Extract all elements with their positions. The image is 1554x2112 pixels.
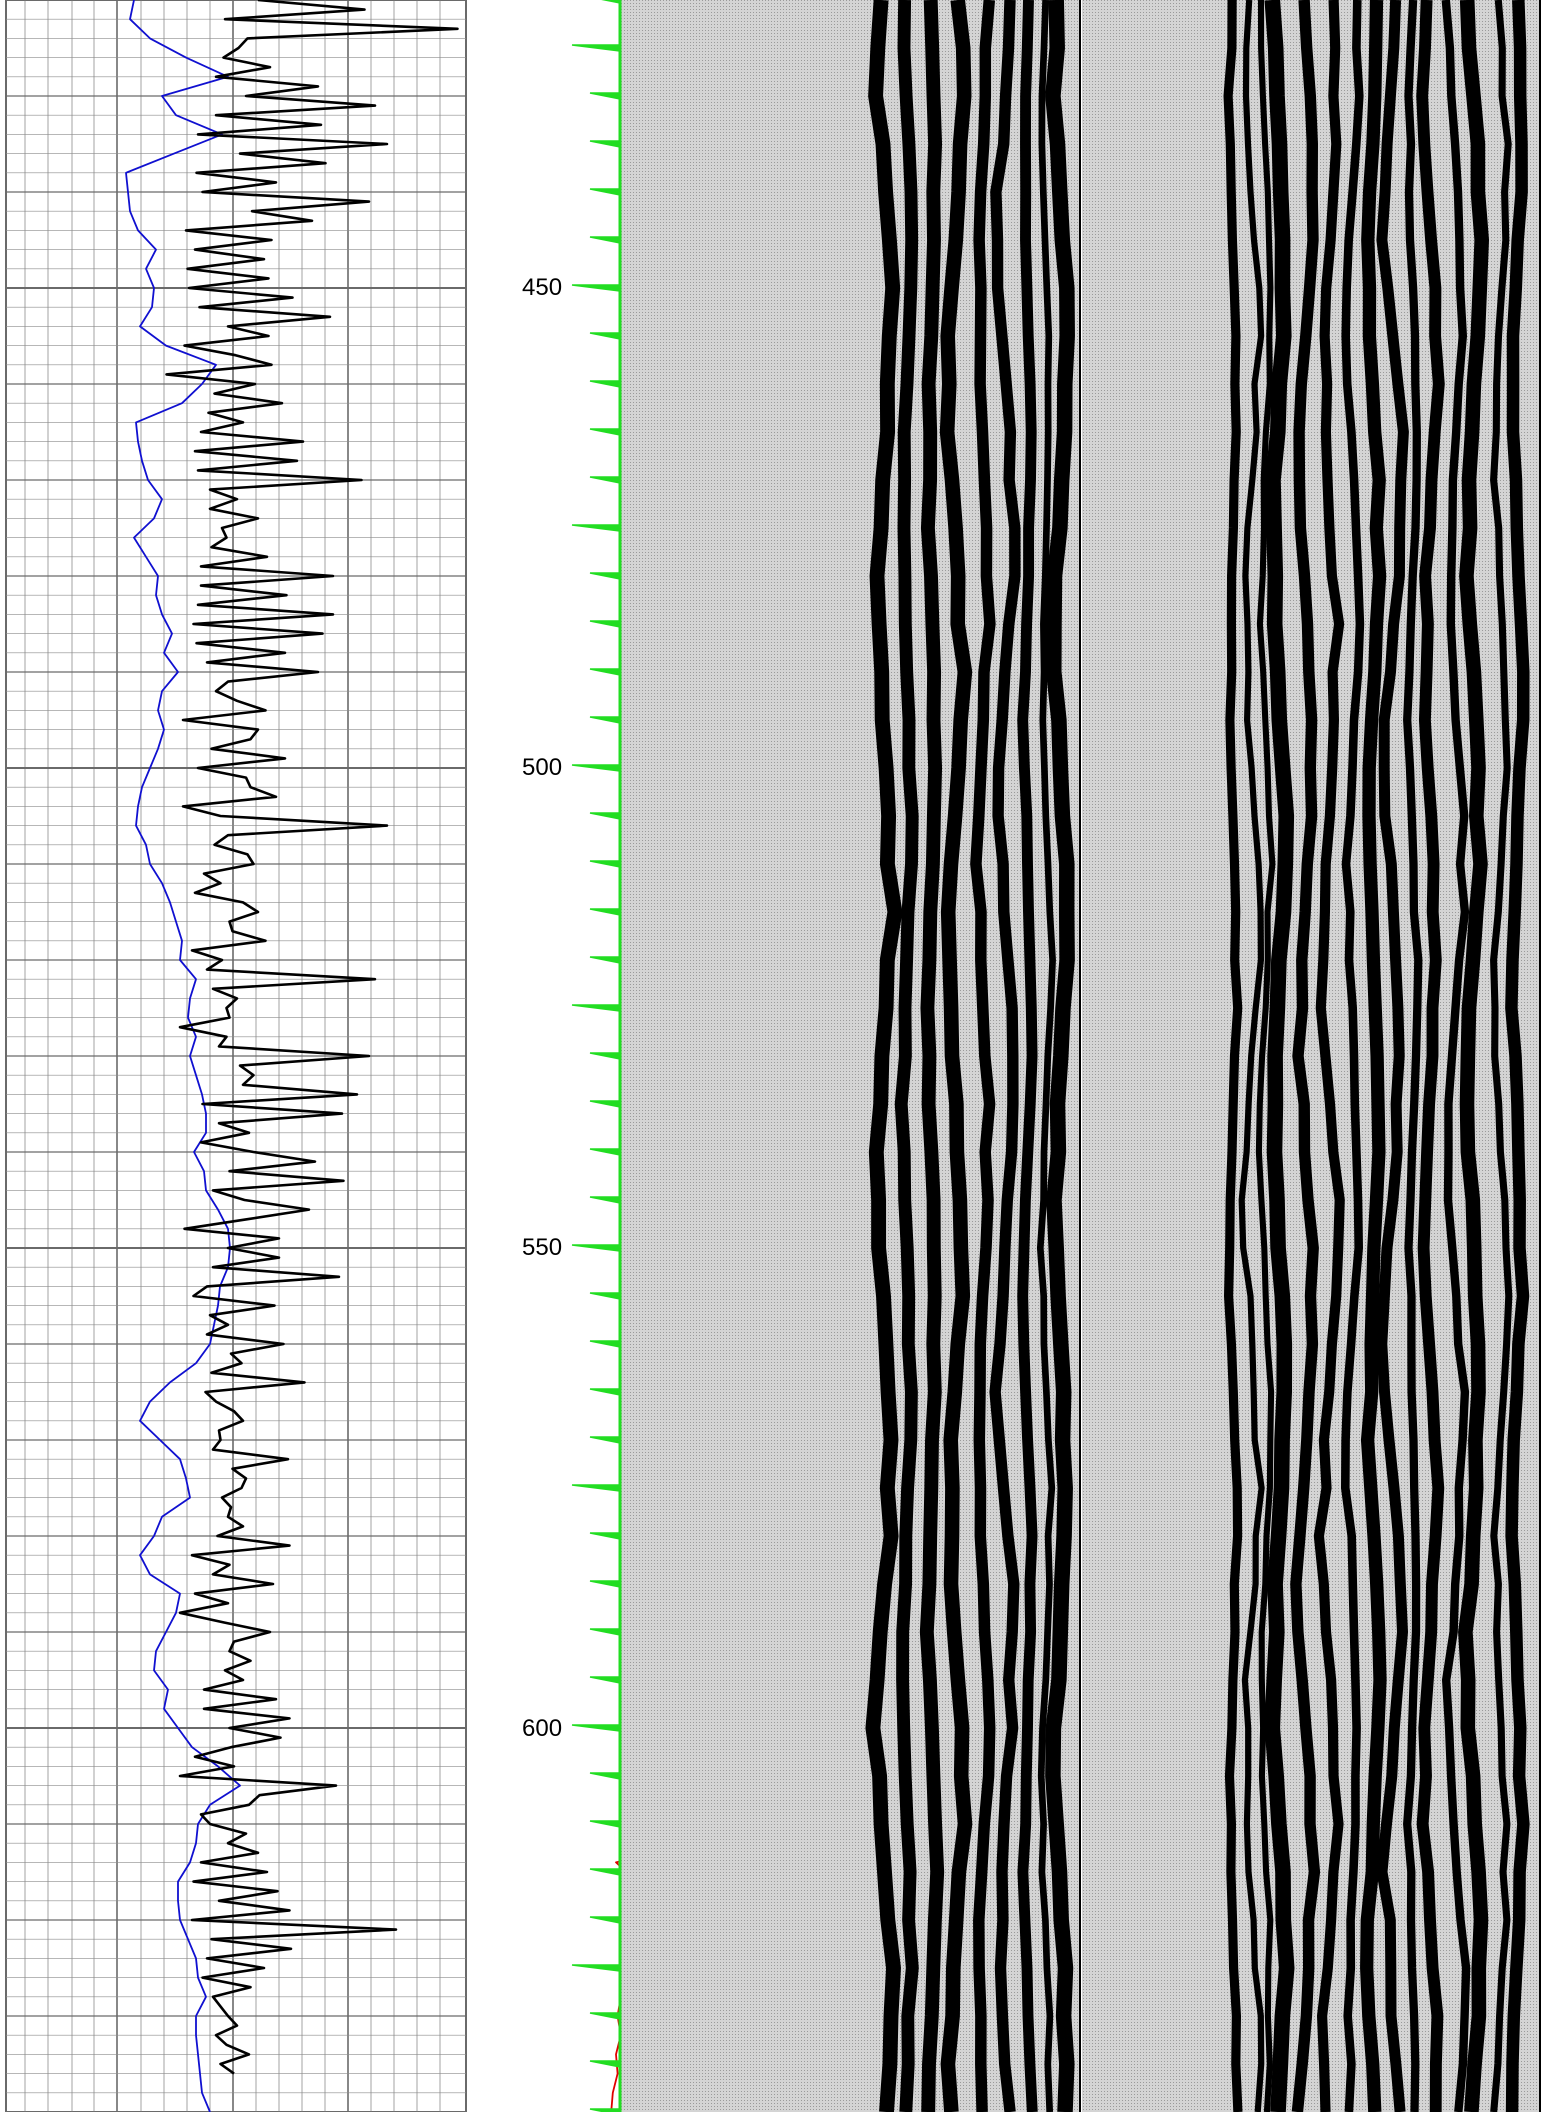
depth-tick bbox=[589, 1916, 621, 1924]
depth-label: 500 bbox=[522, 754, 562, 781]
image-stripe bbox=[989, 0, 1021, 2112]
image-stripe bbox=[1441, 0, 1471, 2112]
image-stripe bbox=[939, 0, 973, 2112]
image-stripe bbox=[1255, 0, 1276, 2112]
depth-tick bbox=[589, 1052, 621, 1060]
borehole-image-track-1 bbox=[788, 0, 1081, 2112]
image-stripe bbox=[1238, 0, 1265, 2112]
borehole-image-track-2 bbox=[1082, 0, 1541, 2112]
depth-tick bbox=[589, 2060, 621, 2068]
image-stripe bbox=[1223, 0, 1243, 2112]
depth-tick bbox=[589, 908, 621, 916]
image-stripe bbox=[1360, 0, 1387, 2112]
image-stripe bbox=[1045, 0, 1075, 2112]
depth-track: 450 500 550 600 bbox=[522, 0, 788, 2112]
depth-tick bbox=[589, 1148, 621, 1156]
image-stripe bbox=[1458, 0, 1490, 2112]
depth-tick bbox=[601, 0, 621, 4]
depth-tick bbox=[589, 1868, 621, 1876]
depth-tick bbox=[571, 1964, 621, 1972]
depth-tick bbox=[589, 1196, 621, 1204]
depth-tick bbox=[589, 812, 621, 820]
log-grid-track bbox=[5, 0, 467, 2112]
depth-tick bbox=[589, 380, 621, 388]
depth-tick bbox=[589, 1436, 621, 1444]
depth-tick bbox=[589, 476, 621, 484]
image-stripe bbox=[1416, 0, 1445, 2112]
depth-tick bbox=[589, 1388, 621, 1396]
depth-tick bbox=[571, 44, 621, 52]
image-stripe bbox=[1505, 0, 1530, 2112]
depth-tick bbox=[589, 188, 621, 196]
depth-tick bbox=[571, 1244, 621, 1252]
depth-tick bbox=[571, 524, 621, 532]
depth-tick bbox=[589, 956, 621, 964]
depth-tick bbox=[589, 140, 621, 148]
image-stripe bbox=[894, 0, 919, 2112]
image-stripe bbox=[970, 0, 996, 2112]
depth-tick bbox=[571, 1724, 621, 1732]
image-stripe bbox=[1313, 0, 1345, 2112]
depth-label: 450 bbox=[522, 274, 562, 301]
depth-tick bbox=[589, 1340, 621, 1348]
depth-tick bbox=[589, 1292, 621, 1300]
depth-tick bbox=[589, 332, 621, 340]
image-stripe bbox=[1490, 0, 1513, 2112]
depth-tick bbox=[571, 1484, 621, 1492]
depth-tick bbox=[589, 1820, 621, 1828]
image-stripe bbox=[1290, 0, 1321, 2112]
depth-tick bbox=[589, 1532, 621, 1540]
depth-tick bbox=[589, 92, 621, 100]
depth-tick bbox=[589, 1100, 621, 1108]
image-stripe bbox=[865, 0, 903, 2112]
depth-tick bbox=[589, 236, 621, 244]
image-stripe bbox=[1264, 0, 1295, 2112]
image-stripe bbox=[919, 0, 945, 2112]
depth-tick bbox=[589, 572, 621, 580]
depth-tick bbox=[589, 1628, 621, 1636]
depth-tick bbox=[589, 2012, 621, 2020]
depth-track-background bbox=[620, 0, 788, 2112]
depth-tick bbox=[571, 1004, 621, 1012]
image-stripe bbox=[1376, 0, 1409, 2112]
image-stripe bbox=[1403, 0, 1423, 2112]
depth-tick bbox=[571, 284, 621, 292]
log-curve-black bbox=[165, 0, 459, 2075]
depth-tick bbox=[589, 428, 621, 436]
depth-tick bbox=[589, 2108, 621, 2112]
depth-label: 600 bbox=[522, 1715, 562, 1742]
image-stripe bbox=[1017, 0, 1038, 2112]
depth-tick bbox=[589, 620, 621, 628]
depth-tick bbox=[589, 1676, 621, 1684]
depth-label: 550 bbox=[522, 1234, 562, 1261]
depth-tick bbox=[589, 1580, 621, 1588]
depth-tick bbox=[571, 764, 621, 772]
image-stripe bbox=[1036, 0, 1056, 2112]
depth-tick bbox=[589, 668, 621, 676]
depth-tick bbox=[589, 716, 621, 724]
depth-tick bbox=[589, 860, 621, 868]
depth-tick bbox=[589, 1772, 621, 1780]
image-stripe bbox=[1340, 0, 1365, 2112]
